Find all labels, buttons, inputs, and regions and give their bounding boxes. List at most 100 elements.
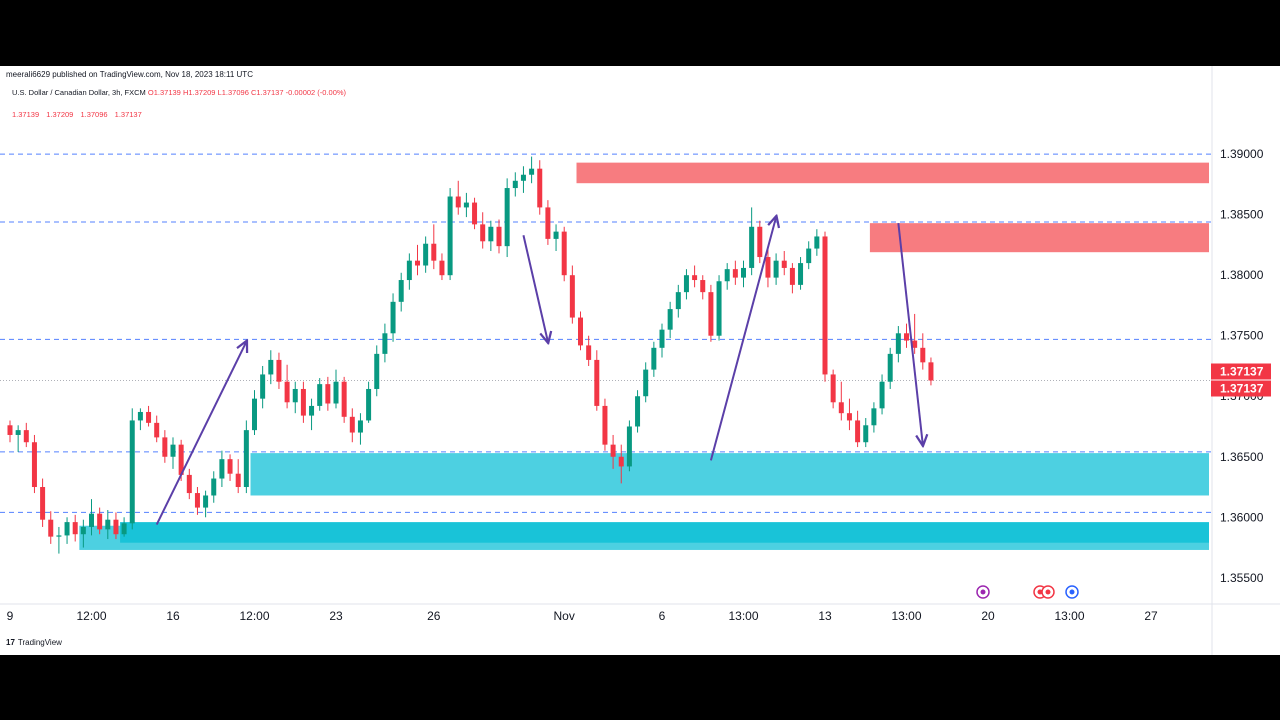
candle-up: [121, 523, 127, 535]
candle-up: [366, 388, 372, 421]
candle-down: [822, 236, 828, 375]
supply-zone: [576, 162, 1209, 184]
candle-down: [586, 345, 592, 360]
candle-up: [879, 381, 885, 409]
candle-down: [439, 260, 445, 276]
candle-down: [276, 359, 282, 382]
candle-down: [610, 444, 616, 457]
time-tick-label: Nov: [554, 609, 575, 623]
lightning-event-icon-dot: [980, 589, 986, 595]
candle-down: [789, 267, 795, 285]
canada-flag-icon-dot: [1037, 589, 1043, 595]
open-value: O1.37139: [147, 88, 181, 97]
candle-up: [512, 180, 518, 189]
price-tick-label: 1.38000: [1220, 268, 1264, 282]
candle-up: [749, 226, 755, 268]
candle-up: [260, 374, 266, 399]
candle-up: [129, 420, 135, 524]
candle-up: [863, 425, 869, 443]
candle-up: [252, 398, 257, 431]
candle-up: [211, 478, 217, 496]
candle-up: [80, 526, 86, 535]
candle-up: [659, 329, 665, 348]
candle-down: [178, 444, 184, 475]
price-tick-label: 1.36500: [1220, 450, 1264, 464]
candle-down: [194, 493, 200, 508]
price-tag: [1211, 380, 1271, 397]
candle-down: [602, 405, 608, 445]
supply-zone: [869, 223, 1209, 253]
demand-zone: [250, 453, 1209, 496]
canada-flag-icon-dot: [1045, 589, 1051, 595]
candle-down: [537, 168, 543, 208]
time-tick-label: 13:00: [1054, 609, 1084, 623]
candle-down: [912, 340, 918, 348]
ohlc-values: 1.37139 1.37209 1.37096 1.37137: [12, 110, 147, 119]
candle-down: [757, 226, 763, 258]
candle-up: [667, 309, 673, 330]
close-value: C1.37137: [250, 88, 284, 97]
candle-down: [928, 362, 934, 381]
candle-down: [594, 359, 600, 406]
candle-down: [415, 260, 420, 266]
candle-down: [31, 442, 37, 488]
candle-up: [798, 263, 804, 285]
candle-up: [553, 231, 559, 239]
candle-up: [357, 420, 363, 433]
trend-arrow: [709, 217, 776, 461]
price-chart[interactable]: 1.390001.385001.380001.375001.370001.365…: [0, 66, 1280, 655]
ohlc-high: 1.37209: [46, 110, 74, 119]
candle-up: [463, 202, 469, 208]
low-value: L1.37096: [217, 88, 249, 97]
candle-down: [154, 422, 160, 438]
tradingview-logo[interactable]: 17 TradingView: [6, 638, 62, 647]
candle-up: [382, 333, 388, 354]
time-tick-label: 26: [427, 609, 441, 623]
ohlc-low: 1.37096: [80, 110, 108, 119]
candle-down: [186, 474, 192, 494]
time-tick-label: 6: [659, 609, 666, 623]
candle-up: [683, 275, 689, 293]
candle-down: [904, 333, 909, 341]
demand_strong-zone: [120, 522, 1210, 543]
candle-down: [113, 519, 119, 535]
time-tick-label: 16: [166, 609, 180, 623]
time-tick-label: 13:00: [728, 609, 758, 623]
candle-up: [814, 236, 820, 249]
symbol-legend: U.S. Dollar / Canadian Dollar, 3h, FXCM …: [12, 88, 346, 97]
candle-up: [56, 535, 62, 537]
price-tick-label: 1.38500: [1220, 208, 1264, 222]
candle-up: [268, 359, 274, 375]
trend-arrow: [155, 342, 247, 525]
published-line: meerali6629 published on TradingView.com…: [6, 70, 253, 79]
candle-up: [203, 495, 209, 508]
candle-up: [398, 280, 404, 302]
tradingview-brand: TradingView: [17, 638, 62, 647]
price-tag-label: 1.37137: [1220, 381, 1264, 395]
candle-up: [887, 353, 893, 382]
high-value: H1.37209: [182, 88, 216, 97]
price-tick-label: 1.35500: [1220, 571, 1264, 585]
price-tick-label: 1.37500: [1220, 329, 1264, 343]
candle-down: [700, 280, 706, 293]
candle-up: [675, 292, 681, 310]
price-tick-label: 1.36000: [1220, 510, 1264, 524]
candle-up: [520, 174, 526, 181]
candle-down: [300, 388, 306, 416]
price-tick-label: 1.39000: [1220, 147, 1264, 161]
time-tick-label: 20: [981, 609, 995, 623]
time-tick-label: 27: [1144, 609, 1158, 623]
candle-up: [529, 168, 535, 175]
candle-up: [333, 381, 339, 404]
candle-up: [64, 522, 70, 536]
candle-down: [838, 402, 844, 414]
candle-down: [349, 416, 355, 433]
time-tick-label: 13:00: [891, 609, 921, 623]
candle-up: [374, 353, 380, 389]
us-flag-icon-dot: [1069, 589, 1075, 595]
candle-up: [317, 384, 323, 406]
candle-up: [170, 444, 176, 457]
candle-down: [146, 411, 152, 423]
candle-down: [235, 473, 241, 488]
candle-up: [871, 408, 877, 426]
